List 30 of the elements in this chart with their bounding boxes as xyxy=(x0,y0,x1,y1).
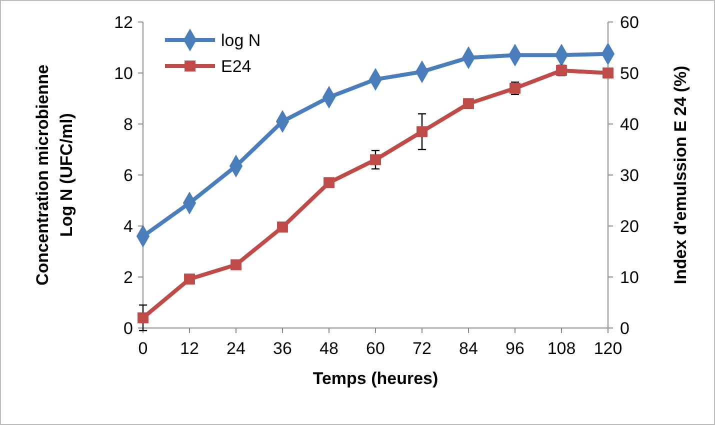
y2-tick-label: 20 xyxy=(620,217,639,236)
y-tick-label: 10 xyxy=(114,64,133,83)
x-tick-label: 60 xyxy=(366,339,385,358)
y-tick-label: 6 xyxy=(124,166,133,185)
y-axis-title: Concentration microbienne Log N (UFC/ml) xyxy=(33,64,76,286)
x-tick-label: 12 xyxy=(180,339,199,358)
legend-label: E24 xyxy=(221,57,252,76)
y2-axis-title: Index d'emulssion E 24 (%) xyxy=(671,66,690,284)
y2-tick-label: 30 xyxy=(620,166,639,185)
y-tick-label: 8 xyxy=(124,115,133,134)
x-tick-label: 0 xyxy=(138,339,148,358)
x-tick-label: 48 xyxy=(320,339,338,358)
x-tick-label: 108 xyxy=(547,339,576,358)
y-tick-label: 4 xyxy=(124,217,133,236)
y2-tick-label: 40 xyxy=(620,115,639,134)
y2-tick-label: 50 xyxy=(620,64,639,83)
legend-label: log N xyxy=(221,31,261,50)
y-tick-label: 2 xyxy=(124,268,133,287)
x-tick-label: 36 xyxy=(273,339,292,358)
x-tick-label: 84 xyxy=(459,339,478,358)
x-axis-title: Temps (heures) xyxy=(312,369,438,388)
x-tick-label: 120 xyxy=(594,339,622,358)
y2-tick-label: 10 xyxy=(620,268,639,287)
y2-tick-label: 0 xyxy=(620,319,630,338)
y2-tick-label: 60 xyxy=(620,13,639,32)
y-tick-label: 0 xyxy=(124,319,133,338)
x-tick-label: 72 xyxy=(412,339,432,358)
x-tick-label: 24 xyxy=(226,339,246,358)
x-tick-label: 96 xyxy=(506,339,524,358)
y-tick-label: 12 xyxy=(114,13,133,32)
